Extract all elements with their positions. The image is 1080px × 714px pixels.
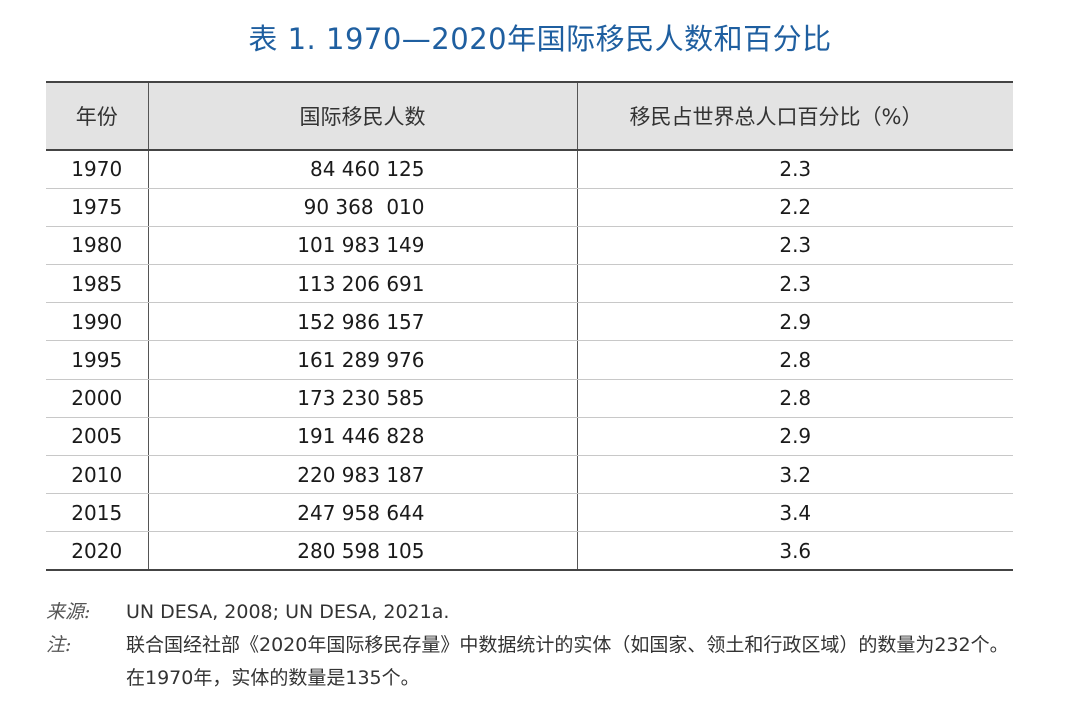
cell-year: 1990: [46, 302, 149, 342]
cell-migrant-percent: 3.4: [577, 493, 1013, 533]
table-row: 2015 247 958 644 3.4: [46, 493, 1013, 533]
table-row: 1980 101 983 149 2.3: [46, 226, 1013, 266]
table-row: 1975 90 368 010 2.2: [46, 188, 1013, 227]
table-row: 1985 113 206 691 2.3: [46, 264, 1013, 304]
cell-migrant-percent: 2.3: [577, 226, 1013, 266]
note-row: 注: 联合国经社部《2020年国际移民存量》中数据统计的实体（如国家、领土和行政…: [46, 629, 1026, 695]
cell-migrant-count: 191 446 828: [148, 417, 578, 457]
cell-migrant-percent: 2.8: [577, 340, 1013, 380]
table-row: 2000 173 230 585 2.8: [46, 379, 1013, 418]
cell-migrant-percent: 2.8: [577, 379, 1013, 418]
cell-migrant-count: 247 958 644: [148, 493, 578, 533]
cell-migrant-count: 90 368 010: [148, 188, 578, 227]
cell-migrant-percent: 3.6: [577, 531, 1013, 572]
header-migrant-count: 国际移民人数: [148, 81, 578, 151]
cell-migrant-count: 173 230 585: [148, 379, 578, 418]
table-row: 1970 84 460 125 2.3: [46, 150, 1013, 189]
header-migrant-percent: 移民占世界总人口百分比（%）: [577, 81, 1013, 151]
migration-table: 年份 国际移民人数 移民占世界总人口百分比（%） 1970 84 460 125 2…: [46, 81, 1013, 572]
cell-year: 1995: [46, 340, 149, 380]
table-row: 1990 152 986 157 2.9: [46, 302, 1013, 342]
cell-migrant-percent: 2.9: [577, 302, 1013, 342]
cell-year: 1970: [46, 150, 149, 189]
table-row: 2005 191 446 828 2.9: [46, 417, 1013, 457]
cell-migrant-count: 152 986 157: [148, 302, 578, 342]
cell-migrant-count: 280 598 105: [148, 531, 578, 572]
cell-migrant-count: 101 983 149: [148, 226, 578, 266]
cell-migrant-count: 84 460 125: [148, 150, 578, 189]
table-title: 表 1. 1970—2020年国际移民人数和百分比: [248, 22, 832, 56]
table-header-row: 年份 国际移民人数 移民占世界总人口百分比（%）: [46, 81, 1013, 151]
cell-migrant-count: 161 289 976: [148, 340, 578, 380]
cell-year: 2020: [46, 531, 149, 572]
table-row: 1995 161 289 976 2.8: [46, 340, 1013, 380]
header-year: 年份: [46, 81, 149, 151]
source-text: UN DESA, 2008; UN DESA, 2021a.: [126, 601, 450, 623]
cell-migrant-percent: 2.2: [577, 188, 1013, 227]
cell-year: 2000: [46, 379, 149, 418]
table-notes: 来源: UN DESA, 2008; UN DESA, 2021a. 注: 联合…: [46, 596, 1026, 695]
cell-year: 2015: [46, 493, 149, 533]
table-body: 1970 84 460 125 2.3 1975 90 368 010 2.2 1980 10…: [46, 150, 1013, 572]
note-label: 注:: [46, 634, 72, 656]
cell-year: 2010: [46, 455, 149, 495]
source-row: 来源: UN DESA, 2008; UN DESA, 2021a.: [46, 596, 1026, 629]
cell-migrant-percent: 2.3: [577, 150, 1013, 189]
cell-migrant-percent: 2.9: [577, 417, 1013, 457]
cell-migrant-count: 113 206 691: [148, 264, 578, 304]
cell-year: 1975: [46, 188, 149, 227]
cell-year: 2005: [46, 417, 149, 457]
cell-year: 1985: [46, 264, 149, 304]
table-row: 2010 220 983 187 3.2: [46, 455, 1013, 495]
cell-migrant-count: 220 983 187: [148, 455, 578, 495]
note-text: 联合国经社部《2020年国际移民存量》中数据统计的实体（如国家、领土和行政区域）…: [126, 634, 1009, 689]
table-row: 2020 280 598 105 3.6: [46, 531, 1013, 572]
cell-migrant-percent: 3.2: [577, 455, 1013, 495]
cell-year: 1980: [46, 226, 149, 266]
source-label: 来源:: [46, 601, 91, 623]
cell-migrant-percent: 2.3: [577, 264, 1013, 304]
